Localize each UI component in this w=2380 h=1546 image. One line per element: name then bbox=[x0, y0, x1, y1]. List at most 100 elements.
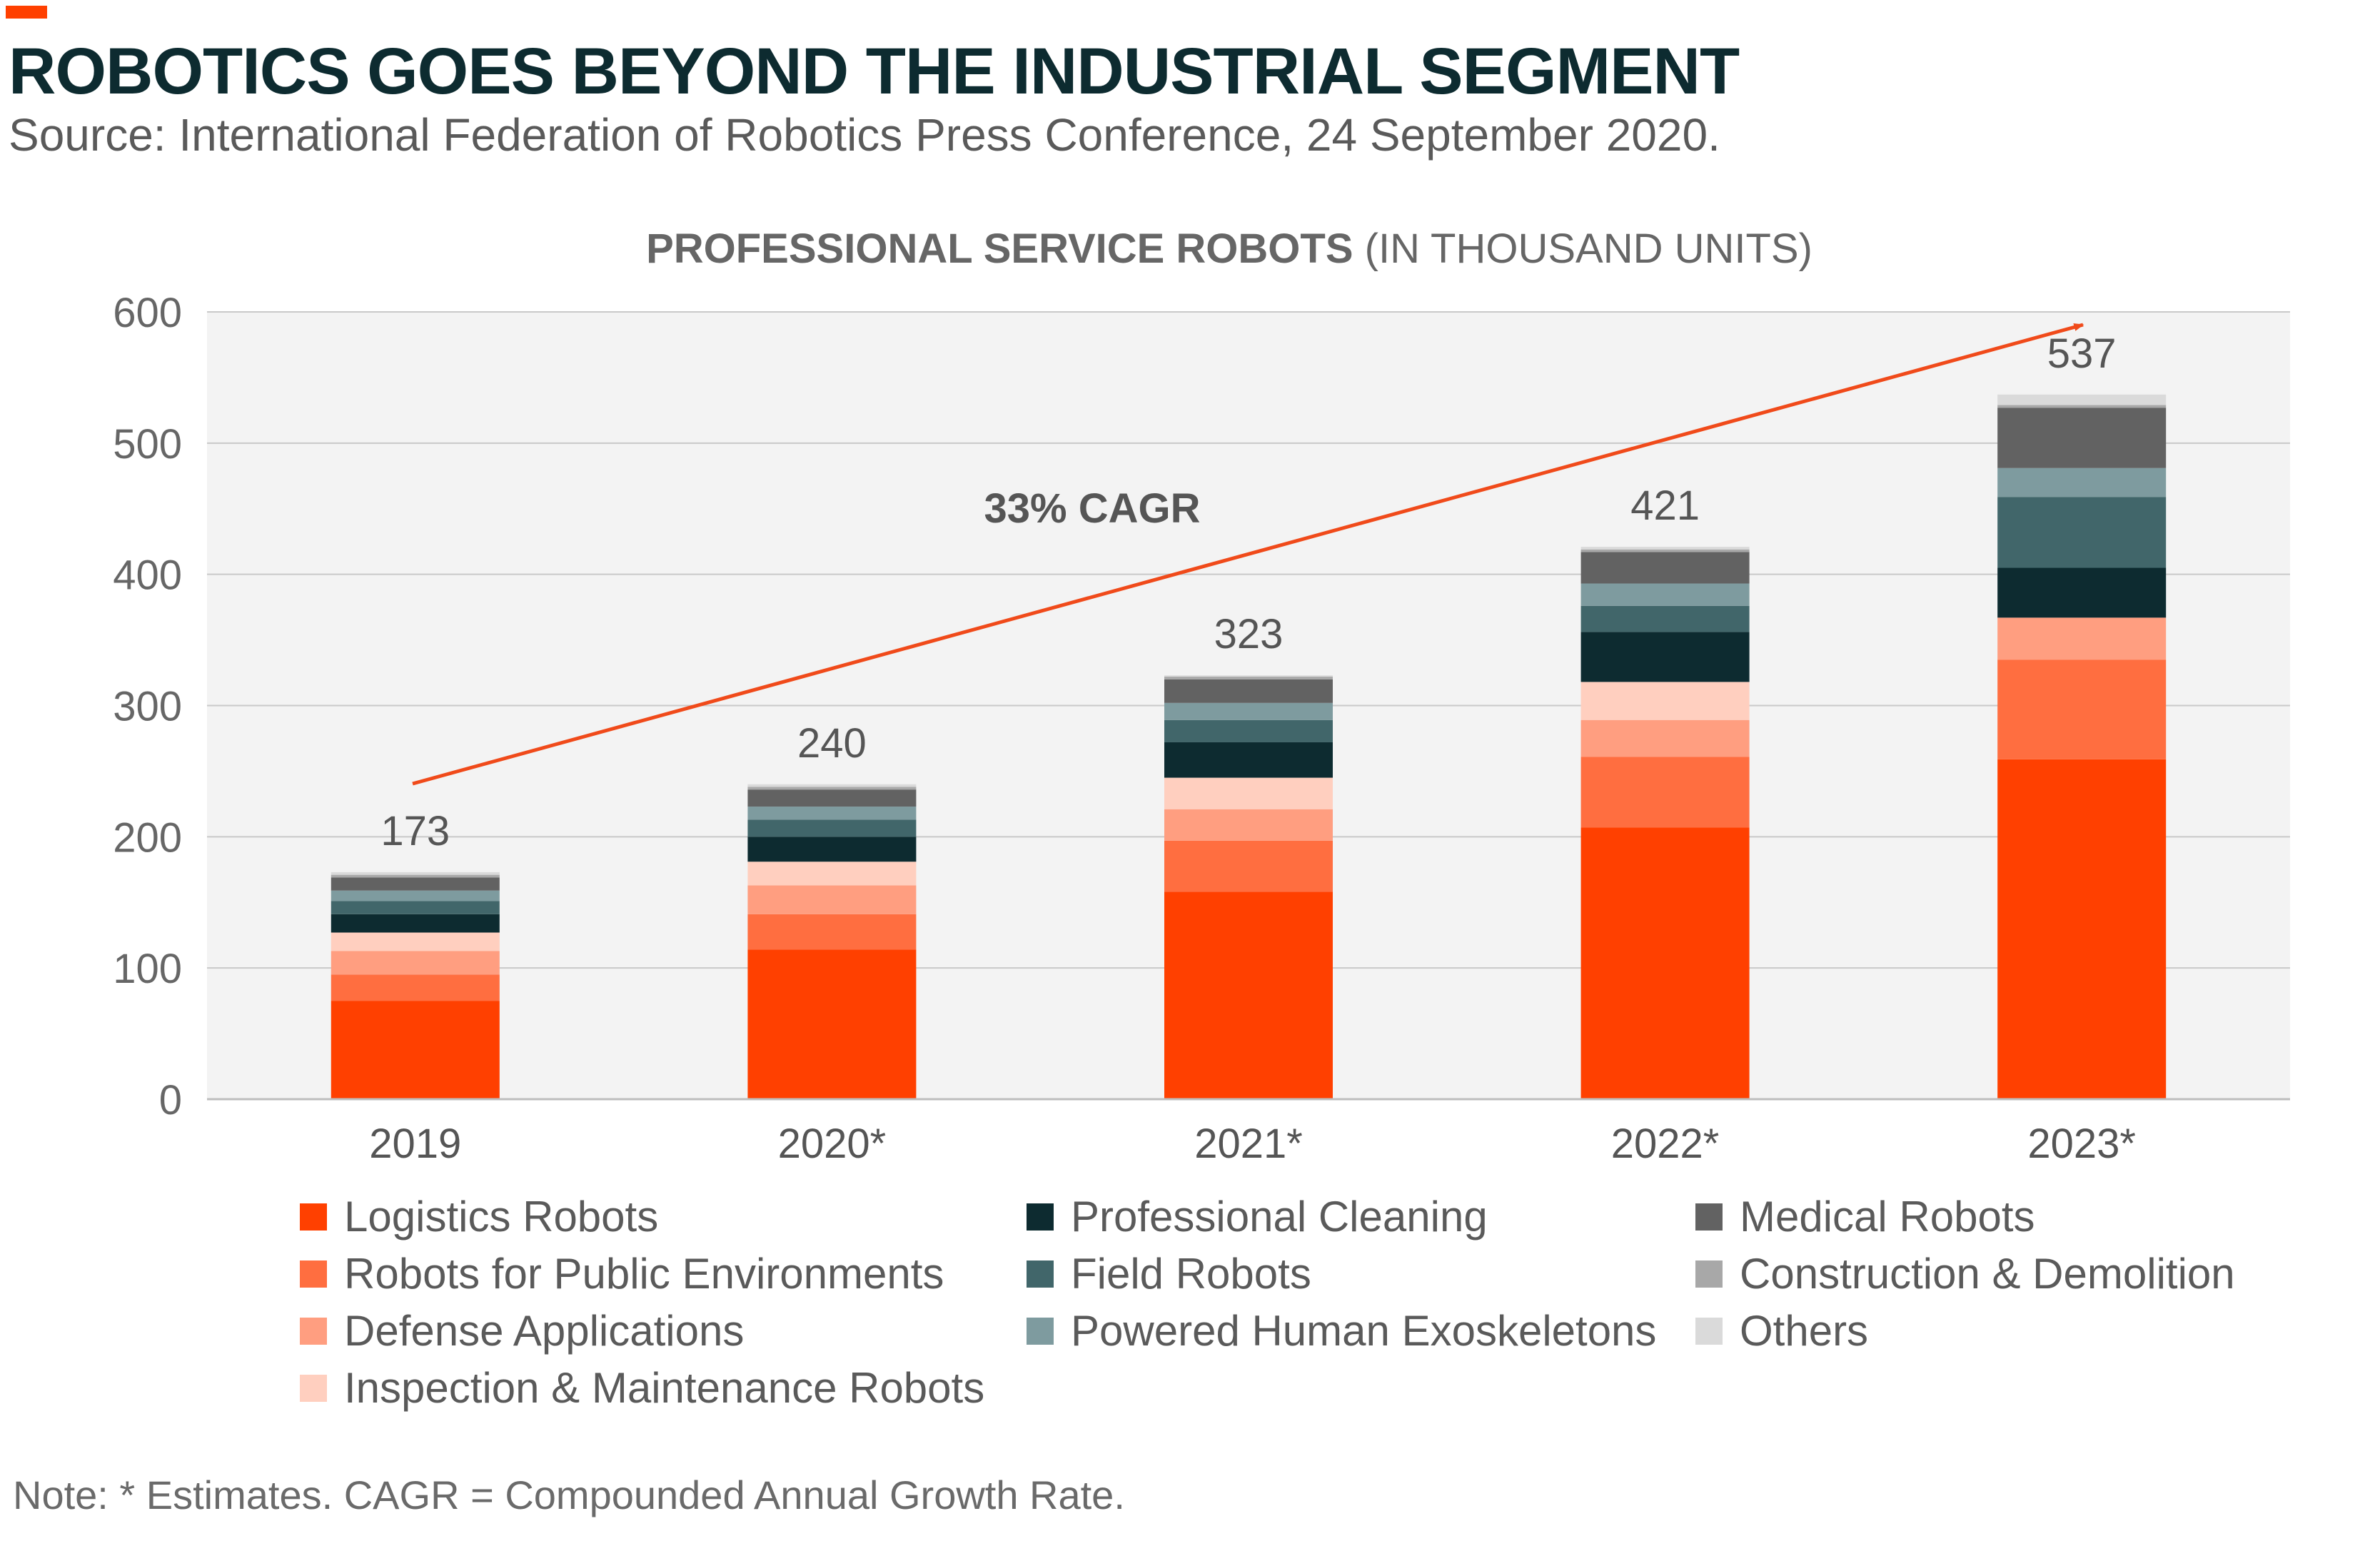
y-tick-label: 200 bbox=[113, 814, 182, 861]
legend-swatch bbox=[1695, 1203, 1723, 1231]
legend-label: Construction & Demolition bbox=[1740, 1250, 2235, 1298]
bar-segment bbox=[1164, 679, 1333, 703]
legend-item: Field Robots bbox=[1027, 1249, 1311, 1298]
bar-segment bbox=[331, 974, 500, 1001]
total-label: 537 bbox=[2047, 330, 2117, 377]
legend-item: Construction & Demolition bbox=[1695, 1249, 2235, 1298]
bar-segment bbox=[1580, 552, 1750, 584]
bar-segment bbox=[331, 932, 500, 951]
bar-segment bbox=[1164, 677, 1333, 679]
bar-segment bbox=[331, 890, 500, 901]
bar-segment bbox=[747, 837, 917, 862]
legend-item: Defense Applications bbox=[300, 1306, 744, 1355]
bar-segment bbox=[331, 874, 500, 878]
bar-segment bbox=[747, 885, 917, 914]
total-label: 323 bbox=[1214, 611, 1284, 657]
bar-segment bbox=[747, 784, 917, 787]
bar-segment bbox=[331, 871, 500, 875]
bar-segment bbox=[747, 807, 917, 820]
bars bbox=[331, 394, 2167, 1099]
source-line: Source: International Federation of Robo… bbox=[9, 109, 1720, 161]
bar-segment bbox=[1997, 408, 2167, 468]
bar-segment bbox=[747, 862, 917, 886]
bar-segment bbox=[1997, 660, 2167, 759]
legend-label: Medical Robots bbox=[1740, 1193, 2035, 1241]
legend-swatch bbox=[300, 1203, 327, 1231]
x-tick-label: 2020* bbox=[778, 1121, 887, 1167]
y-tick-label: 500 bbox=[113, 421, 182, 468]
x-axis-ticks: 2019 2020* 2021* 2022* 2023* bbox=[369, 1121, 2136, 1167]
bar-segment bbox=[747, 914, 917, 950]
legend-label: Inspection & Maintenance Robots bbox=[344, 1364, 985, 1412]
legend-label: Logistics Robots bbox=[344, 1193, 659, 1241]
footnote: Note: * Estimates. CAGR = Compounded Ann… bbox=[13, 1472, 1125, 1517]
legend-label: Robots for Public Environments bbox=[344, 1250, 944, 1298]
bar-segment bbox=[1580, 632, 1750, 682]
x-tick-label: 2019 bbox=[369, 1121, 461, 1167]
legend-swatch bbox=[300, 1260, 327, 1288]
chart-title: PROFESSIONAL SERVICE ROBOTS (IN THOUSAND… bbox=[646, 226, 1812, 272]
page-title: ROBOTICS GOES BEYOND THE INDUSTRIAL SEGM… bbox=[9, 35, 1740, 108]
total-label: 240 bbox=[797, 720, 867, 767]
bar-segment bbox=[1580, 757, 1750, 828]
legend-item: Medical Robots bbox=[1695, 1192, 2035, 1241]
legend-swatch bbox=[300, 1374, 327, 1402]
bar-segment bbox=[1580, 547, 1750, 550]
bar-segment bbox=[747, 819, 917, 837]
legend-swatch bbox=[1695, 1260, 1723, 1288]
legend-label: Defense Applications bbox=[344, 1307, 745, 1355]
y-tick-label: 400 bbox=[113, 552, 182, 599]
legend-label: Field Robots bbox=[1071, 1250, 1311, 1298]
legend-swatch bbox=[1027, 1260, 1054, 1288]
bar-segment bbox=[1580, 583, 1750, 606]
legend-item: Logistics Robots bbox=[300, 1192, 658, 1241]
y-axis-ticks: 0 100 200 300 400 500 600 bbox=[113, 290, 182, 1123]
x-tick-label: 2023* bbox=[2027, 1121, 2136, 1167]
bar-segment bbox=[331, 1001, 500, 1099]
bar-segment bbox=[1997, 405, 2167, 408]
bar-segment bbox=[331, 901, 500, 914]
bar-segment bbox=[331, 877, 500, 891]
legend-label: Powered Human Exoskeletons bbox=[1071, 1307, 1657, 1355]
total-labels: 173 240 323 421 537 bbox=[380, 330, 2116, 854]
bar-segment bbox=[1997, 567, 2167, 618]
bar-segment bbox=[747, 789, 917, 807]
bar-segment bbox=[1580, 605, 1750, 632]
bar-segment bbox=[1164, 675, 1333, 677]
x-tick-label: 2021* bbox=[1194, 1121, 1303, 1167]
legend-swatch bbox=[1027, 1203, 1054, 1231]
bar-segment bbox=[1580, 827, 1750, 1099]
chart-title-rest: (IN THOUSAND UNITS) bbox=[1353, 226, 1812, 272]
bar-segment bbox=[1164, 809, 1333, 841]
bar-segment bbox=[1997, 497, 2167, 568]
bar-segment bbox=[331, 914, 500, 933]
cagr-annotation: 33% CAGR bbox=[984, 485, 1201, 532]
bar-segment bbox=[1164, 742, 1333, 778]
legend-item: Robots for Public Environments bbox=[300, 1249, 944, 1298]
bar-segment bbox=[1580, 549, 1750, 552]
accent-bar bbox=[6, 6, 47, 19]
bar-segment bbox=[1997, 759, 2167, 1099]
chart-title-bold: PROFESSIONAL SERVICE ROBOTS bbox=[646, 226, 1353, 272]
x-tick-label: 2022* bbox=[1611, 1121, 1720, 1167]
legend-swatch bbox=[1695, 1317, 1723, 1345]
bar-segment bbox=[1164, 719, 1333, 742]
bar-segment bbox=[1164, 702, 1333, 720]
legend-item: Powered Human Exoskeletons bbox=[1027, 1306, 1656, 1355]
legend-label: Professional Cleaning bbox=[1071, 1193, 1488, 1241]
bar-segment bbox=[1997, 617, 2167, 660]
bar-segment bbox=[1164, 840, 1333, 892]
y-tick-label: 600 bbox=[113, 290, 182, 336]
legend-item: Inspection & Maintenance Robots bbox=[300, 1363, 984, 1413]
legend: Logistics Robots Robots for Public Enviro… bbox=[300, 1192, 2299, 1428]
legend-swatch bbox=[300, 1317, 327, 1345]
bar-segment bbox=[1580, 719, 1750, 757]
legend-item: Professional Cleaning bbox=[1027, 1192, 1488, 1241]
bar-segment bbox=[331, 951, 500, 975]
y-tick-label: 300 bbox=[113, 684, 182, 730]
bar-segment bbox=[747, 949, 917, 1099]
bar-segment bbox=[747, 787, 917, 790]
bar-segment bbox=[1997, 468, 2167, 497]
bar-segment bbox=[1164, 777, 1333, 809]
bar-segment bbox=[1580, 682, 1750, 720]
